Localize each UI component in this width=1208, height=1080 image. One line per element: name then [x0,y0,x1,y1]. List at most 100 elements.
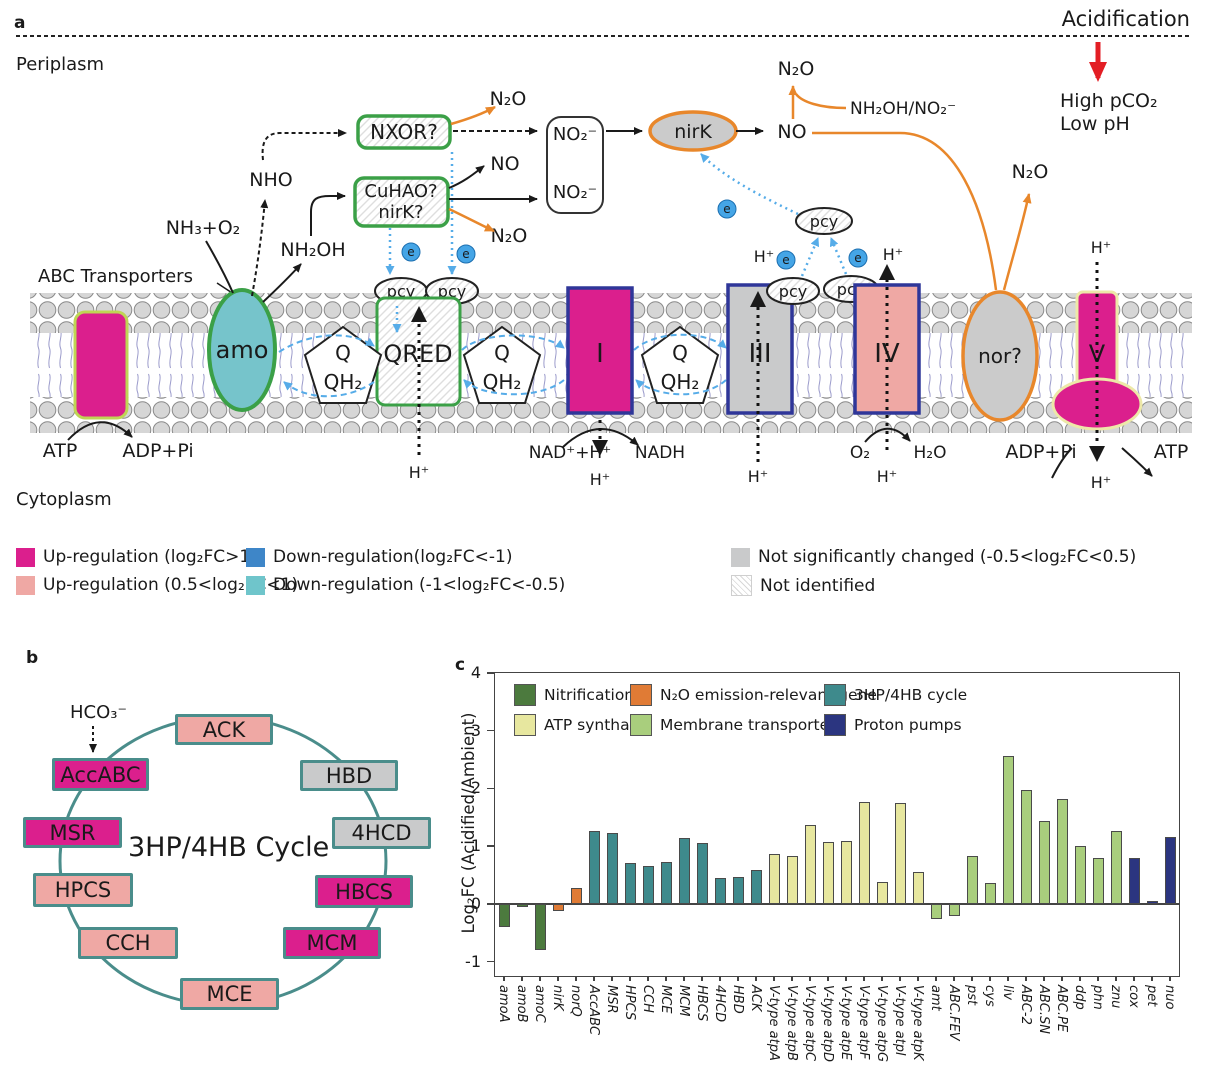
x-tick [881,976,883,981]
x-tick [971,976,973,981]
y-tick-label: 3 [470,720,481,740]
complex-v-shape [1051,290,1143,431]
barchart-plot: 4 3 2 1 0 -1 amoA amoB amoC nirK norQ AccABC MSR HPCS… [465,663,1180,1062]
x-tick [863,976,865,981]
x-tick [1007,976,1009,981]
y-tick [486,729,494,732]
bar-V-type atpF [858,801,870,904]
nor-to-n2o-arrow [1002,193,1032,291]
h-label-civ-top: H⁺ [883,245,903,264]
h-label-ci: H⁺ [590,470,610,489]
down-strong-swatch [246,547,265,567]
h-label-civ-bottom: H⁺ [877,467,897,486]
nirk-question-label: nirK? [378,202,423,223]
qh2-label-3: QH₂ [661,370,700,394]
bar-HBCS [696,843,708,904]
pcy-label-2: pcy [438,282,466,301]
x-tick-label-cox: cox [1126,985,1141,1008]
x-tick [935,976,937,981]
bar-amoB [516,903,528,907]
x-tick-label-znu: znu [1108,985,1123,1009]
x-tick-label-MCE: MCE [658,985,673,1014]
pcy-label-5: pcy [810,212,838,231]
legend-label: Up-regulation (0.5<log₂FC<1) [43,575,299,595]
h-label-cv-top: H⁺ [1091,238,1111,257]
cuhao-nirk-box [353,176,450,228]
pcy-label-1: pcy [387,282,415,301]
y-tick [486,903,494,905]
pcy-shape-3 [766,277,820,305]
electron-label-4: e [854,251,861,265]
cycle-node-mcm: MCM [283,927,381,959]
not-identified-swatch [731,575,752,596]
cycle-title: 3HP/4HB Cycle [128,832,330,863]
quinone-pool [303,325,720,404]
electron-flow-left [385,152,476,275]
bar-V-type atpD [822,842,834,904]
cycle-node-4hcd: 4HCD [332,817,431,849]
cuhao-label: CuHAO? [364,181,437,202]
abc-transporters-label: ABC Transporters [38,266,193,287]
q-label-2: Q [494,341,510,365]
x-tick [719,976,721,981]
x-tick [557,976,559,981]
x-tick [611,976,613,981]
bar-amoC [534,903,546,950]
up-moderate-swatch [16,575,35,595]
no-to-nor-curve [812,131,998,291]
acidification-label: Acidification [1062,7,1190,31]
no-label-1: NO [490,153,519,175]
nor-enzyme-shape [961,290,1039,422]
atp-label: ATP [43,440,78,462]
legend-label: Up-regulation (log₂FC>1) [43,547,257,567]
x-tick-label-MSR: MSR [604,985,619,1014]
x-tick [1115,976,1117,981]
electron-label-2: e [462,247,469,261]
barchart-panel: c Log₂FC (Acidified/Ambient) 4 3 2 1 0 -1 amoA… [455,648,1208,1080]
cycle-node-cch: CCH [78,927,178,959]
cycle-node-mce: MCE [180,978,279,1010]
amo-label: amo [216,336,269,364]
x-tick-label-ABC-2: ABC-2 [1018,985,1033,1025]
chart-legend-label: N₂O emission-relevant gene [660,686,877,704]
x-tick-label-AccABC: AccABC [586,985,601,1036]
hco3-label: HCO₃⁻ [70,702,127,723]
q-label-1: Q [335,341,351,365]
pathway-diagram: a Acidification High pCO₂ Low pH Peripla… [14,7,1192,510]
n2o-label-3: N₂O [778,58,815,80]
adp-in-line [1051,447,1073,479]
cycle-diagram: b HCO₃⁻ 3HP/4HB Cycle ACK HBD 4HCD HBCS … [0,640,455,1080]
x-tick [1169,976,1171,981]
x-tick-label-nuo: nuo [1162,985,1177,1010]
bar-MCM [678,838,690,904]
nor-label: nor? [978,344,1022,368]
bar-V-type atpA [768,854,780,904]
x-tick [899,976,901,981]
x-tick-label-ABC.FEV: ABC.FEV [946,985,961,1041]
panel-label-c: c [455,655,466,675]
bar-V-type atpE [840,840,852,904]
chart-legend-label: ATP synthase [544,716,648,734]
x-tick [1097,976,1099,981]
x-tick [503,976,505,981]
x-tick [575,976,577,981]
no-label-2: NO [777,121,806,143]
bar-ABC.FEV [948,903,960,916]
legend-label: Not significantly changed (-0.5<log₂FC<0… [758,547,1137,567]
bar-znu [1110,830,1122,904]
bar-nirK [552,903,564,911]
nh2oh-no2-join-curve [795,93,847,110]
not-significant-swatch [731,547,750,567]
x-tick [593,976,595,981]
x-tick-label-V-type atpC: V-type atpC [802,985,817,1062]
bar-CCH [642,865,654,904]
x-tick [629,976,631,981]
bar-HBD [732,877,744,904]
electron-label-3: e [782,253,789,267]
x-tick [1079,976,1081,981]
x-tick [521,976,523,981]
atp-label-2: ATP [1154,441,1189,463]
complex-iii-label: III [748,339,771,369]
chart-legend-swatch-pump [824,714,846,736]
bar-V-type atpK [912,871,924,904]
